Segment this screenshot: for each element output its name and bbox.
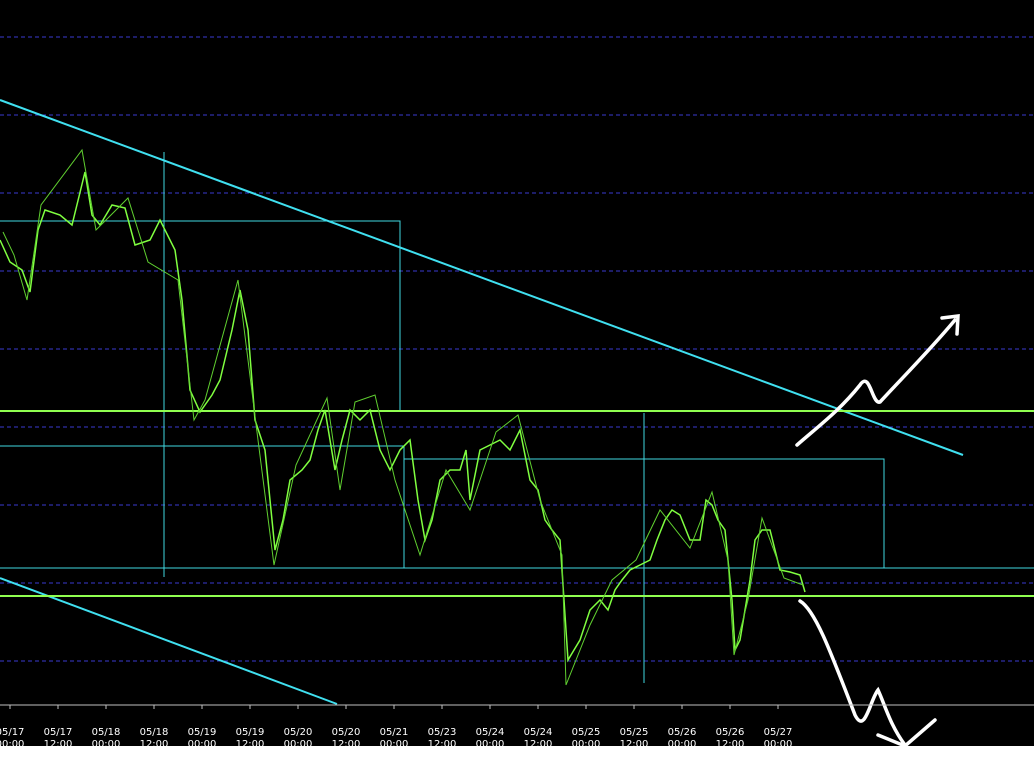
x-tick-time: 00:00 <box>0 739 24 750</box>
x-tick-time: 12:00 <box>140 739 169 750</box>
rectangle <box>0 220 401 411</box>
chart-background <box>0 0 1034 746</box>
x-tick-time: 12:00 <box>236 739 265 750</box>
x-tick-date: 05/26 <box>668 727 697 738</box>
trend-line <box>0 577 338 705</box>
x-tick-date: 05/17 <box>0 727 24 738</box>
x-tick-time: 00:00 <box>476 739 505 750</box>
x-tick-time: 00:00 <box>764 739 793 750</box>
x-tick-date: 05/24 <box>524 727 553 738</box>
down-arrow <box>798 599 937 749</box>
x-tick-time: 00:00 <box>380 739 409 750</box>
x-tick-time: 00:00 <box>572 739 601 750</box>
x-tick-date: 05/19 <box>236 727 265 738</box>
x-axis: 05/1700:0005/1712:0005/1800:0005/1812:00… <box>0 705 792 750</box>
x-tick-date: 05/24 <box>476 727 505 738</box>
up-arrow <box>795 314 960 447</box>
x-tick-time: 12:00 <box>716 739 745 750</box>
x-tick-date: 05/18 <box>92 727 121 738</box>
x-tick-time: 12:00 <box>524 739 553 750</box>
x-tick-date: 05/20 <box>284 727 313 738</box>
hand-arrows <box>795 314 960 749</box>
x-tick-date: 05/17 <box>44 727 73 738</box>
x-tick-date: 05/25 <box>620 727 649 738</box>
x-tick-date: 05/25 <box>572 727 601 738</box>
grid <box>0 36 1034 662</box>
x-tick-date: 05/27 <box>764 727 793 738</box>
x-tick-time: 00:00 <box>92 739 121 750</box>
x-tick-time: 00:00 <box>284 739 313 750</box>
x-tick-date: 05/21 <box>380 727 409 738</box>
x-tick-time: 00:00 <box>188 739 217 750</box>
price-candles <box>0 148 806 686</box>
x-tick-time: 12:00 <box>620 739 649 750</box>
trend-line <box>0 99 964 456</box>
x-tick-time: 12:00 <box>332 739 361 750</box>
x-tick-time: 12:00 <box>428 739 457 750</box>
x-tick-time: 00:00 <box>668 739 697 750</box>
x-tick-date: 05/20 <box>332 727 361 738</box>
x-tick-time: 12:00 <box>44 739 73 750</box>
x-tick-date: 05/26 <box>716 727 745 738</box>
x-tick-date: 05/18 <box>140 727 169 738</box>
x-tick-date: 05/23 <box>428 727 457 738</box>
x-tick-date: 05/19 <box>188 727 217 738</box>
